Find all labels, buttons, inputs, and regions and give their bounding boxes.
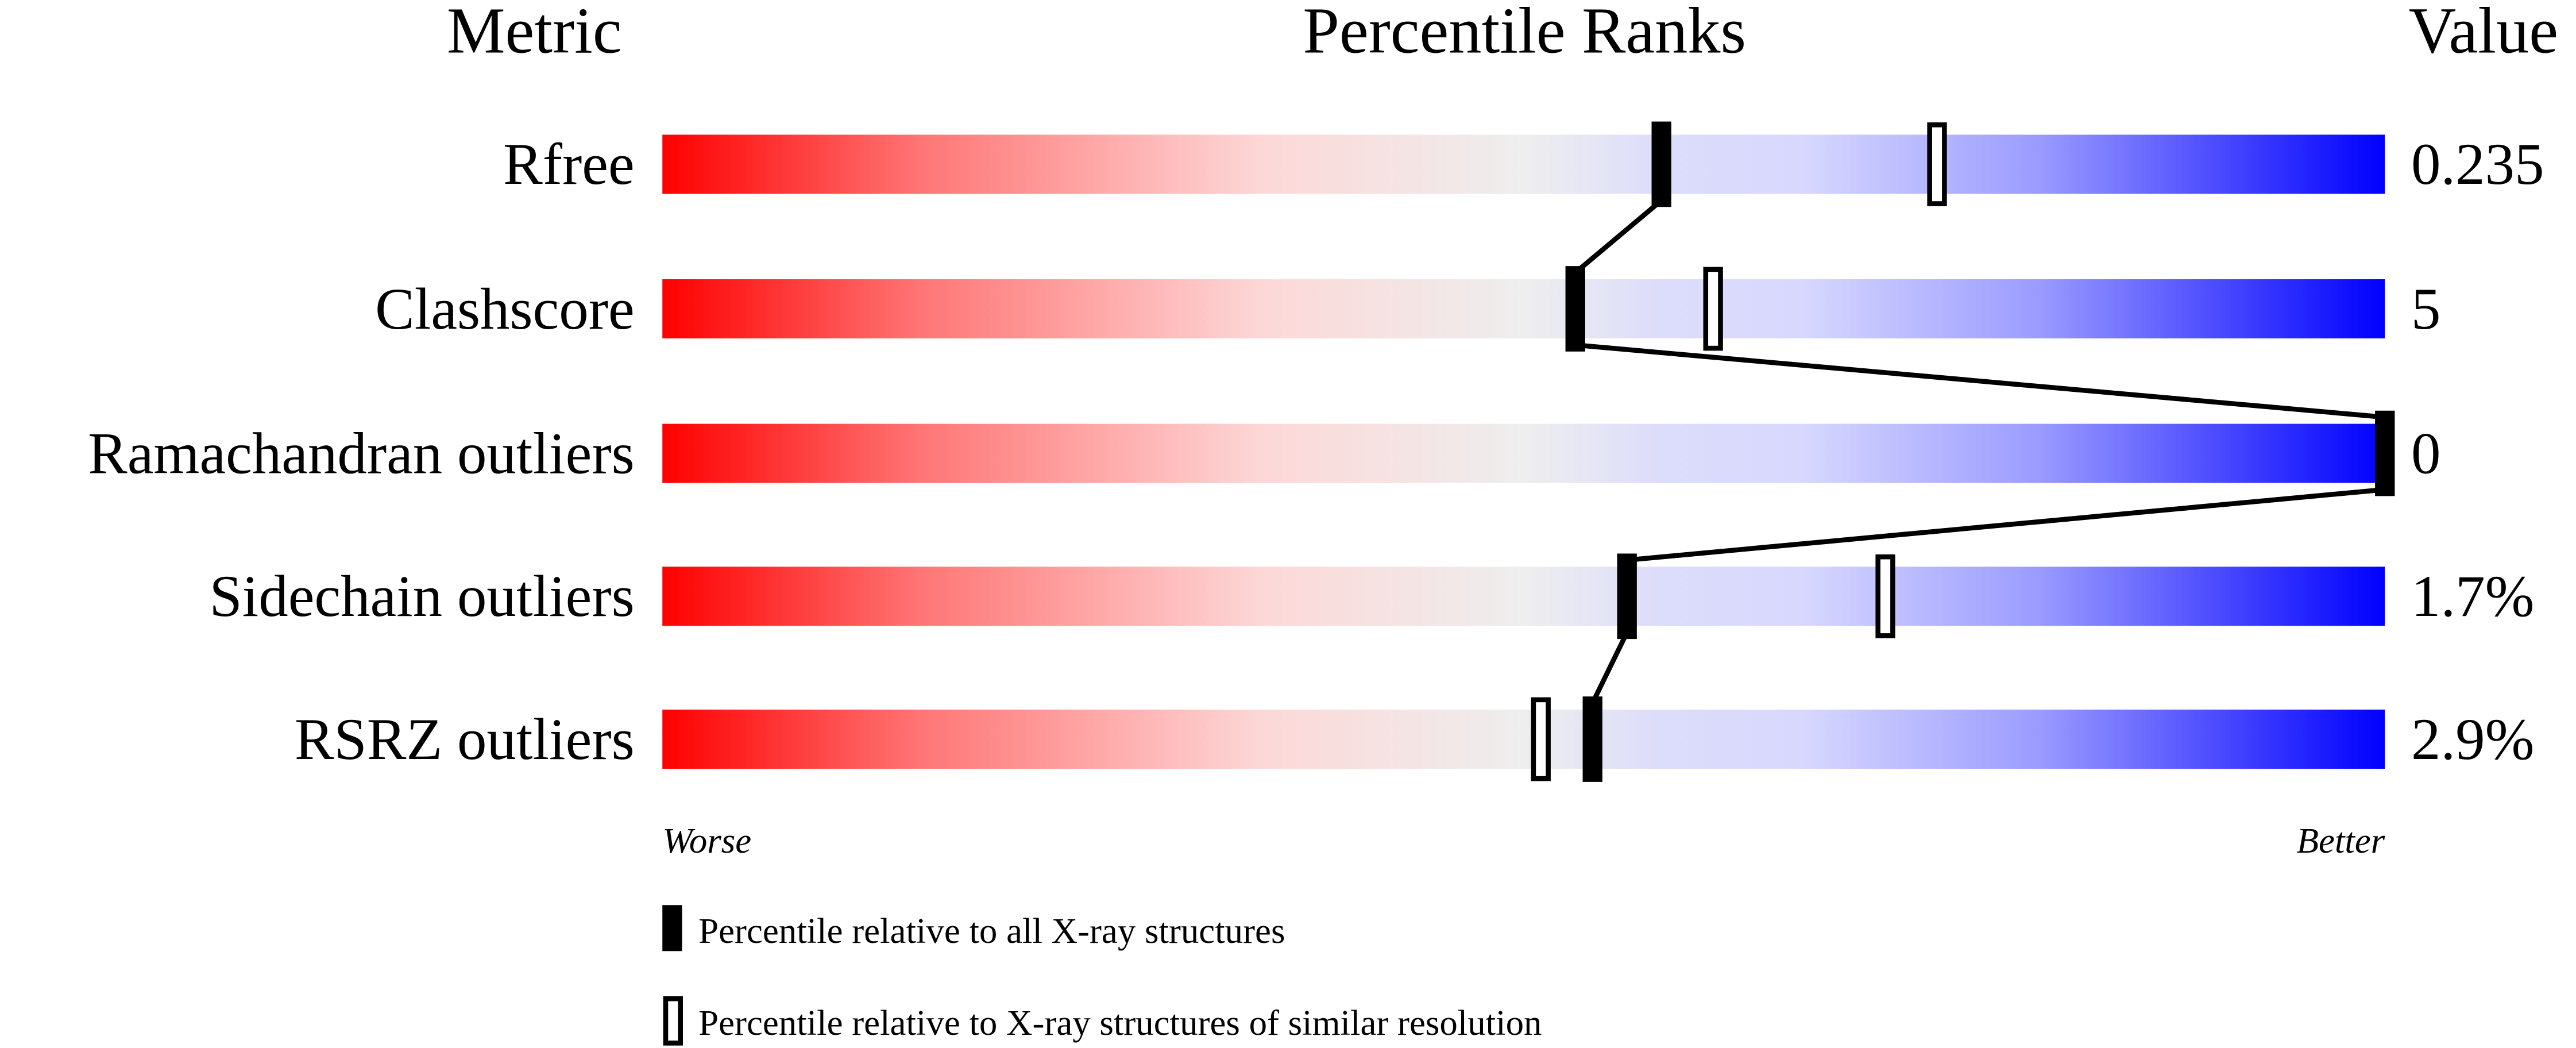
percentile-bar (662, 567, 2385, 626)
connector-line (1627, 487, 2385, 563)
percentile-similar-marker (1927, 122, 1947, 206)
metric-value: 5 (2411, 276, 2440, 342)
percentile-bar (662, 710, 2385, 769)
axis-worse-label: Worse (662, 820, 751, 861)
percentile-similar-marker (1703, 267, 1723, 351)
percentile-similar-marker (1531, 697, 1551, 781)
legend-open-label: Percentile relative to X-ray structures … (698, 1003, 1542, 1043)
percentile-all-marker (2375, 410, 2395, 496)
header-percentile-ranks: Percentile Ranks (1303, 0, 1746, 67)
connector-line (1590, 631, 1629, 704)
connector-line (1575, 342, 2385, 420)
connector-line (1573, 198, 1663, 275)
percentile-similar-marker (1875, 554, 1895, 638)
metric-value: 1.7% (2411, 564, 2534, 629)
percentile-all-marker (1582, 696, 1602, 782)
metric-label: Clashscore (375, 276, 635, 342)
header-metric: Metric (447, 0, 622, 67)
metric-label: RSRZ outliers (295, 707, 635, 772)
legend-filled-label: Percentile relative to all X-ray structu… (698, 911, 1285, 951)
percentile-all-marker (1617, 553, 1637, 639)
metric-value: 2.9% (2411, 707, 2534, 772)
metric-value: 0 (2411, 421, 2440, 486)
percentile-all-marker (1565, 266, 1585, 352)
percentile-bar (662, 423, 2385, 483)
legend-filled-marker (662, 905, 682, 951)
legend-open-marker (663, 996, 683, 1046)
axis-better-label: Better (2297, 820, 2385, 861)
header-value: Value (2409, 0, 2558, 67)
metric-label: Rfree (503, 132, 635, 197)
metric-label: Ramachandran outliers (88, 421, 635, 486)
metric-label: Sidechain outliers (209, 564, 634, 629)
percentile-all-marker (1651, 121, 1671, 207)
percentile-bar (662, 279, 2385, 338)
metric-value: 0.235 (2411, 132, 2544, 197)
percentile-bar (662, 134, 2385, 194)
